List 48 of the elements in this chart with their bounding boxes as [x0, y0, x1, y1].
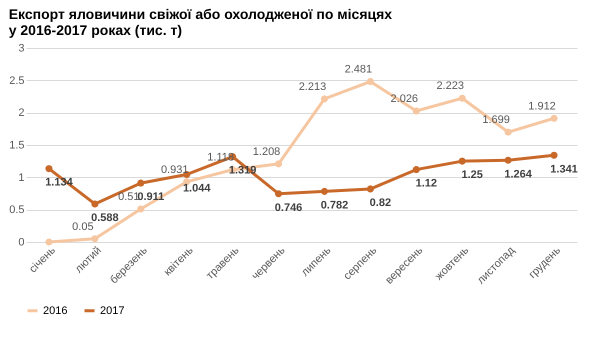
data-label: 1.044 — [182, 182, 212, 194]
point — [137, 180, 144, 187]
data-label: 1.208 — [252, 146, 280, 158]
point — [275, 160, 282, 168]
point — [458, 94, 466, 102]
point — [504, 156, 512, 164]
point — [320, 95, 328, 102]
data-label: 2.223 — [436, 80, 464, 92]
point — [366, 78, 374, 86]
legend-label: 2017 — [100, 304, 124, 317]
data-label: 1.264 — [504, 168, 533, 180]
data-label: 2.481 — [344, 64, 372, 76]
point — [550, 114, 558, 122]
data-label: 0.911 — [137, 191, 164, 204]
data-label: 0.931 — [160, 164, 188, 176]
chart-title: Експорт яловичини свіжої або охолодженої по місяцях у 2016-2017 роках (тис. т) — [8, 6, 392, 38]
data-label: 1.25 — [461, 169, 483, 182]
data-label: 0.82 — [370, 196, 392, 209]
point — [45, 165, 52, 172]
data-label: 0.746 — [274, 202, 302, 214]
point — [366, 185, 374, 192]
y-tick-label: 0.5 — [9, 204, 24, 216]
data-label: 1.12 — [416, 178, 438, 190]
y-tick-label: 2 — [18, 107, 24, 120]
point — [137, 205, 144, 213]
y-tick-label: 1.5 — [9, 140, 24, 152]
point — [412, 166, 420, 174]
data-label: 0.588 — [91, 212, 119, 224]
point — [91, 235, 98, 242]
y-tick-label: 0 — [18, 236, 24, 248]
data-label: 0.51 — [118, 191, 140, 204]
data-label: 0.05 — [72, 220, 94, 233]
data-label: 1.912 — [528, 100, 556, 112]
data-label: 2.213 — [298, 80, 326, 93]
y-tick-label: 2.5 — [9, 74, 24, 87]
point — [45, 238, 52, 246]
point — [504, 128, 512, 136]
point — [412, 107, 420, 115]
data-label: 0.782 — [320, 199, 348, 212]
y-tick-label: 3 — [18, 42, 24, 54]
point — [275, 190, 282, 198]
point — [320, 188, 328, 195]
point — [458, 158, 466, 165]
point — [550, 152, 558, 159]
point — [91, 200, 98, 208]
data-label: 1.341 — [550, 163, 578, 176]
y-tick-label: 1 — [18, 172, 24, 184]
legend-label: 2016 — [43, 304, 68, 317]
